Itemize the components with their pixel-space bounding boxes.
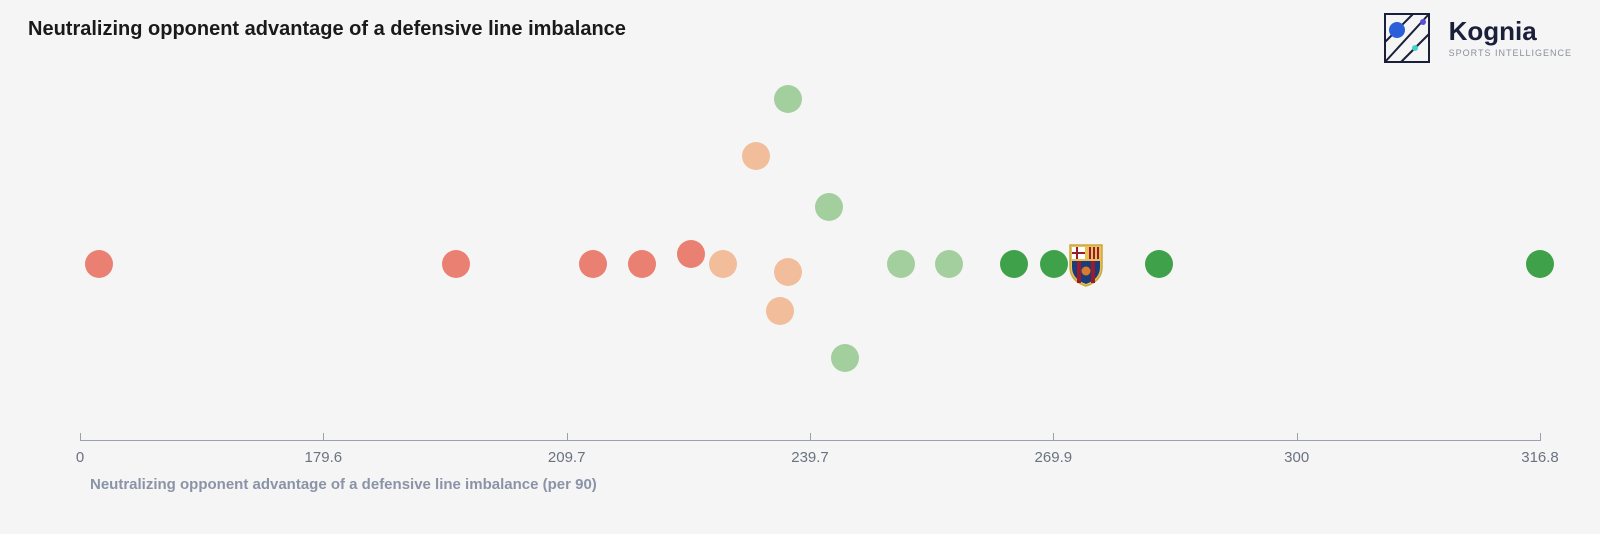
data-point [442,250,470,278]
x-tick [1540,433,1541,441]
x-tick [1297,433,1298,441]
x-tick-label: 300 [1284,449,1309,466]
x-tick-label: 179.6 [305,449,343,466]
data-point [709,250,737,278]
scatter-plot [80,70,1540,430]
x-axis-label: Neutralizing opponent advantage of a def… [90,476,597,493]
data-point [935,250,963,278]
data-point [887,250,915,278]
x-tick [567,433,568,441]
data-point [579,250,607,278]
x-axis: 0179.6209.7239.7269.9300316.8 [80,440,1540,480]
data-point [831,344,859,372]
x-tick-label: 0 [76,449,84,466]
x-tick [323,433,324,441]
data-point [628,250,656,278]
data-point [85,250,113,278]
data-point [774,85,802,113]
brand-text: Kognia SPORTS INTELLIGENCE [1449,18,1572,58]
brand-mark-icon [1379,10,1435,66]
data-point [677,240,705,268]
x-tick [810,433,811,441]
brand-name: Kognia [1449,18,1572,44]
x-tick [1053,433,1054,441]
chart-title: Neutralizing opponent advantage of a def… [28,18,626,41]
x-tick [80,433,81,441]
data-point [1145,250,1173,278]
data-point [1526,250,1554,278]
data-point [815,193,843,221]
data-point [1000,250,1028,278]
x-tick-label: 269.9 [1035,449,1073,466]
data-point [1040,250,1068,278]
highlighted-team-badge [1066,241,1106,287]
data-point [774,258,802,286]
x-tick-label: 209.7 [548,449,586,466]
brand-subtitle: SPORTS INTELLIGENCE [1449,48,1572,58]
data-point [742,142,770,170]
x-tick-label: 239.7 [791,449,829,466]
brand-logo: Kognia SPORTS INTELLIGENCE [1379,10,1572,66]
x-tick-label: 316.8 [1521,449,1559,466]
data-point [766,297,794,325]
